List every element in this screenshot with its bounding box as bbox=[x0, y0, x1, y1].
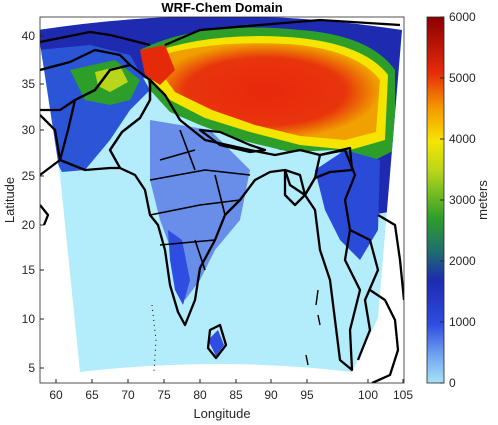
bangladesh-outline bbox=[283, 168, 307, 207]
x-tick: 65 bbox=[85, 379, 99, 402]
x-axis-label: Longitude bbox=[193, 406, 250, 421]
central-asia-north bbox=[40, 30, 151, 47]
y-tick: 30 bbox=[22, 123, 44, 137]
x-tick-label: 60 bbox=[49, 388, 63, 402]
x-tick: 90 bbox=[264, 379, 278, 402]
terrain-karakoram bbox=[140, 45, 175, 85]
colorbar-tick: 2000 bbox=[440, 254, 476, 268]
x-tick: 100 bbox=[358, 379, 378, 402]
colorbar-tick-label: 2000 bbox=[449, 254, 476, 268]
y-tick: 10 bbox=[22, 312, 44, 326]
x-tick-label: 90 bbox=[264, 388, 278, 402]
x-tick-label: 95 bbox=[300, 388, 314, 402]
nepal-outline bbox=[198, 128, 267, 154]
terrain-east-ranges bbox=[315, 150, 380, 260]
myanmar-outline bbox=[303, 148, 362, 372]
afghanistan-outline bbox=[40, 48, 132, 112]
y-tick-label: 20 bbox=[22, 218, 36, 232]
chart-title: WRF-Chem Domain bbox=[161, 0, 282, 15]
y-tick: 25 bbox=[22, 169, 44, 183]
thailand-outline bbox=[349, 228, 380, 361]
terrain-field bbox=[40, 17, 402, 372]
x-tick: 105 bbox=[393, 379, 413, 402]
andaman-islands bbox=[305, 289, 321, 366]
y-tick-label: 15 bbox=[22, 263, 36, 277]
y-tick-label: 35 bbox=[22, 77, 36, 91]
x-tick: 70 bbox=[121, 379, 135, 402]
colorbar-tick: 5000 bbox=[440, 71, 476, 85]
y-axis-label: Latitude bbox=[2, 177, 17, 223]
india-outline bbox=[108, 78, 354, 327]
x-axis: 60 65 70 75 80 85 90 95 100 105 bbox=[49, 379, 413, 402]
colorbar-tick-label: 0 bbox=[449, 376, 456, 390]
terrain-tibet-red bbox=[150, 43, 380, 141]
x-tick: 60 bbox=[49, 379, 63, 402]
west-boundary bbox=[40, 114, 62, 176]
plot-area bbox=[40, 17, 404, 383]
y-tick-label: 10 bbox=[22, 312, 36, 326]
y-tick: 35 bbox=[22, 77, 44, 91]
colorbar-tick-label: 5000 bbox=[449, 71, 476, 85]
southeast-coast bbox=[369, 289, 400, 383]
colorbar-tick: 1000 bbox=[440, 315, 476, 329]
x-tick: 85 bbox=[229, 379, 243, 402]
colorbar-tick: 4000 bbox=[440, 132, 476, 146]
y-tick-label: 30 bbox=[22, 123, 36, 137]
colorbar-label: meters bbox=[475, 180, 490, 220]
axes-box bbox=[39, 16, 405, 384]
x-tick: 75 bbox=[157, 379, 171, 402]
colorbar-tick-label: 1000 bbox=[449, 315, 476, 329]
colorbar-tick: 6000 bbox=[440, 10, 476, 24]
y-tick: 5 bbox=[28, 361, 44, 375]
x-tick: 80 bbox=[193, 379, 207, 402]
terrain-hindukush-peak bbox=[95, 66, 128, 92]
y-tick-label: 40 bbox=[22, 29, 36, 43]
east-boundary bbox=[377, 214, 404, 301]
x-tick: 95 bbox=[300, 379, 314, 402]
x-tick-label: 65 bbox=[85, 388, 99, 402]
terrain-ghats bbox=[168, 230, 190, 305]
colorbar-tick: 0 bbox=[440, 376, 456, 390]
colorbar-tick-label: 4000 bbox=[449, 132, 476, 146]
sri-lanka-outline bbox=[206, 323, 228, 360]
y-tick-label: 25 bbox=[22, 169, 36, 183]
colorbar-tick-label: 6000 bbox=[449, 10, 476, 24]
china-border bbox=[164, 18, 401, 47]
y-axis: 5 10 15 20 25 30 35 40 bbox=[22, 29, 44, 375]
india-states bbox=[149, 129, 251, 271]
y-tick: 20 bbox=[22, 218, 44, 232]
x-tick-label: 70 bbox=[121, 388, 135, 402]
y-tick-label: 5 bbox=[28, 361, 35, 375]
x-tick-label: 100 bbox=[358, 388, 378, 402]
y-tick: 15 bbox=[22, 263, 44, 277]
y-tick: 40 bbox=[22, 29, 44, 43]
x-tick-label: 75 bbox=[157, 388, 171, 402]
x-tick-label: 80 bbox=[193, 388, 207, 402]
colorbar: 0 1000 2000 3000 4000 5000 6000 meters bbox=[426, 10, 490, 390]
colorbar-tick: 3000 bbox=[440, 193, 476, 207]
x-tick-label: 85 bbox=[229, 388, 243, 402]
colorbar-tick-label: 3000 bbox=[449, 193, 476, 207]
country-boundaries bbox=[40, 18, 404, 383]
arabian-coast bbox=[40, 204, 50, 226]
x-tick-label: 105 bbox=[393, 388, 413, 402]
maldives-islands bbox=[151, 304, 157, 373]
terrain-sri-lanka bbox=[208, 330, 224, 356]
